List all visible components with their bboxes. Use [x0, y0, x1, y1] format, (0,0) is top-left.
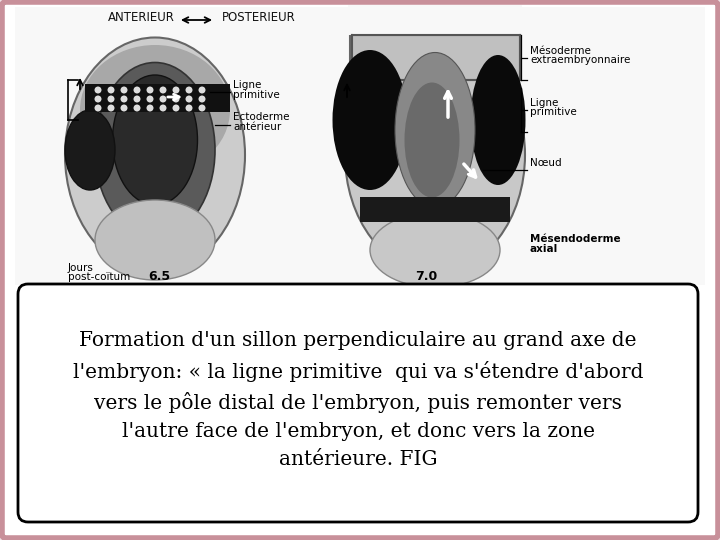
Circle shape [107, 105, 114, 111]
Circle shape [186, 86, 192, 93]
Circle shape [146, 96, 153, 103]
Bar [360, 197, 510, 222]
Circle shape [120, 86, 127, 93]
Ellipse shape [333, 50, 408, 190]
Ellipse shape [405, 83, 459, 198]
Ellipse shape [65, 110, 115, 190]
Circle shape [186, 105, 192, 111]
Circle shape [107, 86, 114, 93]
Circle shape [94, 86, 102, 93]
Text: 6.5: 6.5 [148, 270, 170, 283]
Text: Ligne: Ligne [530, 98, 559, 108]
Circle shape [94, 96, 102, 103]
Circle shape [133, 86, 140, 93]
Circle shape [199, 86, 205, 93]
Ellipse shape [65, 37, 245, 273]
Circle shape [120, 105, 127, 111]
Text: Mésendoderme: Mésendoderme [530, 234, 621, 244]
Text: primitive: primitive [530, 107, 577, 117]
Text: Formation d'un sillon perpendiculaire au grand axe de
l'embryon: « la ligne prim: Formation d'un sillon perpendiculaire au… [73, 332, 643, 469]
Ellipse shape [345, 37, 525, 273]
Circle shape [120, 96, 127, 103]
FancyBboxPatch shape [18, 284, 698, 522]
Text: Mésoderme: Mésoderme [530, 46, 591, 56]
Ellipse shape [470, 55, 526, 185]
Circle shape [173, 86, 179, 93]
Circle shape [199, 96, 205, 103]
Text: Ligne: Ligne [233, 80, 261, 90]
Ellipse shape [95, 200, 215, 280]
Circle shape [133, 96, 140, 103]
Text: 7.0: 7.0 [415, 270, 437, 283]
Circle shape [133, 105, 140, 111]
Bar [15, 7, 705, 285]
Bar [350, 35, 520, 80]
Circle shape [160, 105, 166, 111]
Circle shape [173, 105, 179, 111]
Ellipse shape [395, 52, 475, 207]
Text: extraembryonnaire: extraembryonnaire [530, 55, 631, 65]
Text: ANTERIEUR: ANTERIEUR [108, 11, 175, 24]
Bar [348, 5, 522, 35]
Circle shape [146, 86, 153, 93]
Text: POSTERIEUR: POSTERIEUR [222, 11, 296, 24]
Bar [85, 84, 230, 112]
Text: post-coïtum: post-coïtum [68, 272, 130, 282]
Ellipse shape [112, 75, 197, 205]
Circle shape [160, 86, 166, 93]
Text: antérieur: antérieur [233, 122, 282, 132]
Circle shape [107, 96, 114, 103]
Circle shape [199, 105, 205, 111]
Circle shape [94, 105, 102, 111]
Ellipse shape [95, 63, 215, 238]
Text: primitive: primitive [233, 90, 280, 100]
Circle shape [173, 96, 179, 103]
Text: axial: axial [530, 244, 558, 254]
Circle shape [186, 96, 192, 103]
Circle shape [160, 96, 166, 103]
Text: Ectoderme: Ectoderme [233, 112, 289, 122]
Text: Jours: Jours [68, 263, 94, 273]
Ellipse shape [370, 213, 500, 287]
Text: Nœud: Nœud [530, 158, 562, 168]
Circle shape [146, 105, 153, 111]
Ellipse shape [80, 45, 230, 175]
